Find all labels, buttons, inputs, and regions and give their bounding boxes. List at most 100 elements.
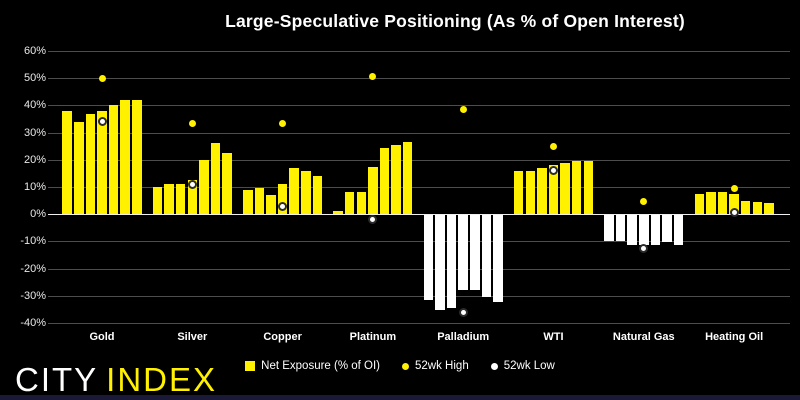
category-label: Platinum: [349, 331, 397, 343]
high-52wk-dot: [730, 184, 738, 192]
low-52wk-dot: [97, 117, 107, 127]
y-tick-label: 30%: [23, 126, 46, 139]
net-exposure-bar: [615, 215, 626, 242]
logo-city-text: CITY: [15, 361, 99, 398]
net-exposure-bar: [97, 110, 107, 215]
y-tick-label: 40%: [23, 99, 46, 112]
net-exposure-bar: [301, 170, 311, 215]
net-exposure-bar: [108, 105, 119, 215]
legend-label-52wk-high: 52wk High: [415, 360, 469, 372]
net-exposure-bar: [266, 195, 276, 215]
y-tick-label: -40%: [20, 317, 46, 329]
category-label: Natural Gas: [612, 331, 675, 343]
y-tick-label: -30%: [20, 289, 46, 302]
net-exposure-bar: [277, 184, 288, 215]
gridline: [48, 78, 790, 80]
net-exposure-bar: [368, 166, 378, 215]
category-label: Silver: [177, 331, 208, 343]
gridline: [48, 51, 790, 52]
legend: Net Exposure (% of OI) 52wk High 52wk Lo…: [0, 360, 800, 372]
legend-item-net-exposure: Net Exposure (% of OI): [245, 360, 380, 372]
net-exposure-bar: [458, 215, 468, 290]
net-exposure-bar: [706, 192, 716, 215]
y-tick-label: 0%: [30, 208, 46, 221]
net-exposure-swatch-icon: [245, 361, 256, 371]
net-exposure-bar: [199, 159, 209, 215]
zero-gridline: [48, 214, 790, 216]
low-52wk-dot: [729, 208, 739, 218]
net-exposure-bar: [62, 110, 72, 215]
high-52wk-dot: [459, 105, 467, 113]
category-label: Palladium: [437, 331, 490, 343]
high-52wk-dot: [188, 119, 196, 127]
y-tick-label: -20%: [20, 262, 46, 275]
gridline: [48, 268, 790, 270]
high-dot-icon: [402, 362, 410, 370]
high-52wk-dot: [98, 74, 106, 82]
net-exposure-bar: [435, 215, 445, 311]
category-label: WTI: [543, 331, 564, 343]
net-exposure-bar: [120, 99, 130, 215]
net-exposure-bar: [650, 215, 661, 246]
high-52wk-dot: [279, 119, 287, 127]
high-52wk-dot: [550, 142, 557, 150]
net-exposure-bar: [604, 215, 614, 242]
gridline: [48, 187, 790, 188]
gridline: [48, 241, 790, 243]
net-exposure-bar: [740, 200, 751, 215]
net-exposure-bar: [673, 215, 684, 246]
net-exposure-bar: [764, 203, 774, 215]
chart-title: Large-Speculative Positioning (As % of O…: [225, 11, 685, 31]
y-tick-label: 20%: [23, 153, 46, 166]
net-exposure-bar: [379, 147, 390, 215]
category-label: Copper: [263, 331, 302, 343]
bottom-strip: [0, 395, 800, 400]
net-exposure-bar: [222, 153, 232, 215]
high-52wk-dot: [640, 198, 648, 206]
legend-item-52wk-low: 52wk Low: [490, 360, 555, 372]
y-tick-label: 10%: [23, 181, 46, 193]
gridline: [48, 159, 790, 161]
net-exposure-bar: [312, 176, 323, 215]
net-exposure-bar: [132, 99, 142, 215]
net-exposure-bar: [560, 162, 570, 215]
legend-label-net-exposure: Net Exposure (% of OI): [261, 360, 381, 372]
plot-area: Gold Silver Copper Platinum Palladium WTI Natu…: [48, 51, 790, 343]
logo-index-text: INDEX: [106, 361, 218, 398]
high-52wk-dot: [369, 73, 377, 81]
net-exposure-bar: [175, 184, 186, 215]
net-exposure-bar: [627, 215, 637, 246]
low-52wk-dot: [187, 179, 197, 189]
net-exposure-bar: [446, 215, 457, 308]
net-exposure-bar: [493, 215, 503, 303]
net-exposure-bar: [344, 192, 355, 215]
net-exposure-bar: [289, 167, 299, 215]
city-index-logo: CITY INDEX: [15, 361, 217, 399]
y-tick-label: 60%: [23, 45, 46, 57]
net-exposure-bar: [187, 180, 198, 215]
category-label: Gold: [89, 331, 115, 343]
net-exposure-bar: [752, 201, 763, 215]
net-exposure-bar: [356, 192, 367, 215]
net-exposure-bar: [525, 170, 536, 215]
net-exposure-bar: [481, 215, 492, 297]
net-exposure-bar: [639, 215, 649, 246]
category-label: Heating Oil: [705, 331, 764, 343]
low-52wk-dot: [458, 307, 468, 317]
low-52wk-dot: [639, 243, 649, 253]
gridline: [48, 132, 790, 134]
net-exposure-bar: [662, 215, 672, 243]
low-52wk-dot: [549, 166, 558, 176]
net-exposure-bar: [571, 161, 582, 215]
y-axis-labels: 60% 50% 40% 30% 20% 10% 0% -10% -20% -30% -40%: [0, 45, 46, 329]
legend-label-52wk-low: 52wk Low: [503, 360, 555, 372]
net-exposure-bar: [423, 215, 434, 300]
y-tick-label: 50%: [23, 72, 46, 85]
legend-item-52wk-high: 52wk High: [402, 360, 469, 372]
net-exposure-bar: [537, 167, 547, 215]
net-exposure-bar: [254, 188, 265, 215]
net-exposure-bar: [333, 211, 343, 215]
net-exposure-bar: [164, 184, 174, 215]
net-exposure-bar: [243, 189, 253, 215]
